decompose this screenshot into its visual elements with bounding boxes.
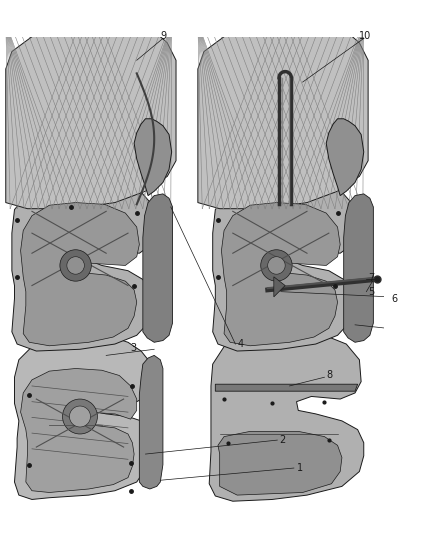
Polygon shape [215,384,358,391]
Polygon shape [139,356,163,489]
Polygon shape [14,335,154,499]
Text: 2: 2 [279,435,285,445]
Text: 7: 7 [368,273,374,282]
Polygon shape [344,194,373,342]
Circle shape [60,250,92,281]
Polygon shape [21,203,139,346]
Polygon shape [12,181,157,351]
Polygon shape [222,203,340,346]
Polygon shape [198,23,368,209]
Polygon shape [6,23,176,209]
Polygon shape [213,181,358,351]
Circle shape [261,250,292,281]
Circle shape [268,257,285,274]
Text: 5: 5 [368,287,374,297]
Polygon shape [21,368,137,492]
Text: 8: 8 [326,370,332,381]
Circle shape [63,399,97,434]
Text: 3: 3 [131,343,137,352]
Text: 1: 1 [297,463,303,473]
Polygon shape [274,277,285,297]
Polygon shape [134,119,172,196]
Polygon shape [326,119,364,196]
Text: 4: 4 [237,339,243,349]
Polygon shape [143,194,173,342]
Polygon shape [218,431,342,495]
Text: 9: 9 [160,31,166,41]
Circle shape [67,257,85,274]
Polygon shape [209,332,364,501]
Text: 10: 10 [360,31,371,41]
Text: 6: 6 [392,294,398,304]
Circle shape [70,406,91,427]
